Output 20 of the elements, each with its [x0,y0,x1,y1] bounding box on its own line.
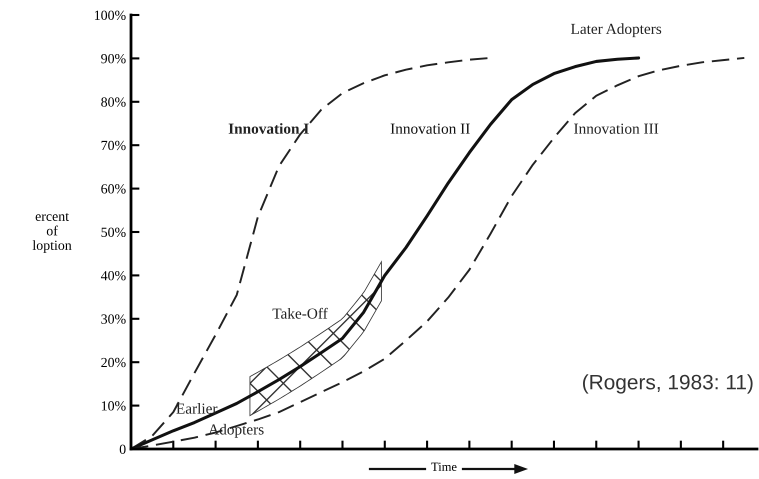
y-tick-label: 90% [101,54,126,64]
y-tick-label: 100% [94,10,126,20]
y-tick-label: 40% [100,270,126,280]
annotation: Earlier [176,403,218,414]
y-tick-label: 20% [101,358,126,368]
x-axis-title: Time [431,462,457,471]
y-tick-label: 80% [101,97,126,107]
y-tick-label: 60% [101,184,126,194]
annotation: Later Adopters [570,23,662,38]
y-tick-label: 0 [120,444,126,454]
series-label: Innovation I [228,123,309,134]
series-label: Innovation II [390,124,470,134]
annotation: (Rogers, 1983: 11) [583,374,753,394]
y-tick-label: 70% [102,140,126,150]
y-tick-label: 30% [101,314,126,324]
annotation: Take-Off [272,308,328,319]
series-label: Innovation III [574,124,658,134]
y-axis-title: ercent of loption [32,213,72,253]
y-tick-label: 50% [101,228,126,237]
y-tick-label: 10% [102,401,126,411]
